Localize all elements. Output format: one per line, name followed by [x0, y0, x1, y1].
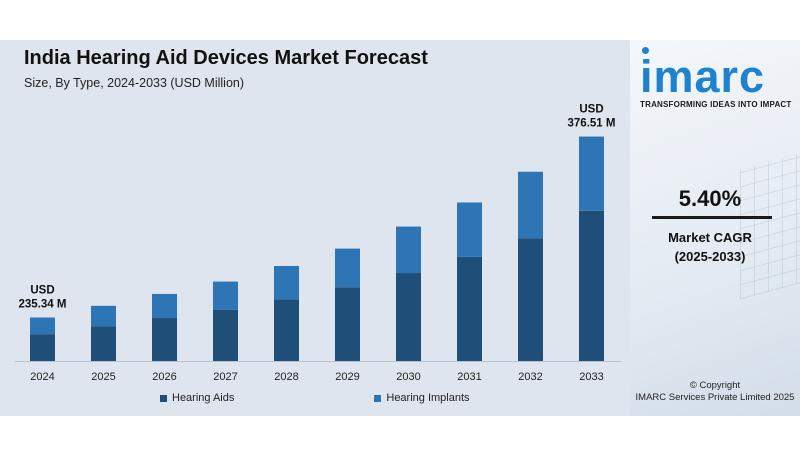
data-label-2033-line2: 376.51 M [568, 118, 616, 130]
cagr-divider [652, 216, 772, 219]
copyright-notice: © Copyright IMARC Services Private Limit… [630, 380, 800, 404]
data-label-2024-line1: USD [30, 284, 54, 296]
legend-label-hearing-aids: Hearing Aids [172, 392, 235, 404]
bar-hearing-implants-2024 [30, 317, 55, 335]
x-tick-label-2030: 2030 [396, 371, 420, 383]
bar-hearing-aids-2028 [274, 299, 299, 361]
chart-title: India Hearing Aid Devices Market Forecas… [24, 47, 428, 69]
x-tick-label-2027: 2027 [213, 371, 237, 383]
bar-hearing-aids-2030 [396, 273, 421, 361]
data-label-2033-line1: USD [579, 104, 603, 116]
bar-hearing-aids-2024 [30, 334, 55, 361]
bar-hearing-implants-2028 [274, 266, 299, 300]
legend-item-hearing-aids: Hearing Aids [160, 392, 234, 404]
logo-tagline: TRANSFORMING IDEAS INTO IMPACT [640, 100, 792, 109]
chart-legend: Hearing Aids Hearing Implants [160, 392, 470, 404]
chart-card: India Hearing Aid Devices Market Forecas… [0, 40, 800, 416]
chart-subtitle: Size, By Type, 2024-2033 (USD Million) [24, 76, 245, 90]
cagr-label-line2: (2025-2033) [674, 249, 746, 264]
imarc-logo: imarc [640, 51, 766, 102]
bar-hearing-implants-2033 [579, 136, 604, 211]
decorative-grid [740, 150, 800, 300]
bar-hearing-implants-2026 [152, 293, 177, 319]
x-tick-label-2029: 2029 [335, 371, 359, 383]
x-tick-label-2031: 2031 [457, 371, 481, 383]
bar-hearing-implants-2032 [518, 171, 543, 239]
bar-hearing-aids-2029 [335, 287, 360, 361]
bar-chart-plot: 2024 2025 2026 2027 2028 2029 2030 2031 2032 2033… [15, 104, 622, 383]
data-label-2024-line2: 235.34 M [19, 298, 67, 310]
x-tick-label-2032: 2032 [518, 371, 542, 383]
x-tick-label-2026: 2026 [152, 371, 176, 383]
bar-hearing-aids-2026 [152, 318, 177, 361]
bar-hearing-aids-2025 [91, 326, 116, 361]
bar-hearing-implants-2031 [457, 202, 482, 257]
bar-hearing-aids-2031 [457, 256, 482, 361]
legend-swatch-hearing-aids [160, 394, 167, 402]
x-tick-label-2028: 2028 [274, 371, 298, 383]
logo-dot-icon [642, 47, 649, 54]
x-tick-label-2025: 2025 [91, 371, 115, 383]
copyright-line1: © Copyright [689, 380, 741, 391]
x-tick-label-2024: 2024 [30, 371, 54, 383]
bar-hearing-implants-2027 [213, 281, 238, 310]
bar-hearing-aids-2032 [518, 238, 543, 361]
cagr-label: Market CAGR (2025-2033) [630, 228, 790, 266]
bar-hearing-aids-2033 [579, 210, 604, 361]
legend-label-hearing-implants: Hearing Implants [386, 392, 470, 404]
legend-swatch-hearing-implants [374, 394, 382, 402]
sidebar-panel: imarc TRANSFORMING IDEAS INTO IMPACT 5.4… [630, 40, 800, 416]
bar-hearing-implants-2029 [335, 248, 360, 288]
legend-item-hearing-implants: Hearing Implants [374, 392, 470, 404]
cagr-value: 5.40% [678, 186, 742, 211]
cagr-label-line1: Market CAGR [668, 230, 752, 245]
copyright-line2: IMARC Services Private Limited 2025 [635, 392, 795, 403]
x-tick-label-2033: 2033 [579, 371, 603, 383]
bar-hearing-aids-2027 [213, 309, 238, 361]
bar-hearing-implants-2025 [91, 305, 116, 327]
bar-hearing-implants-2030 [396, 226, 421, 274]
